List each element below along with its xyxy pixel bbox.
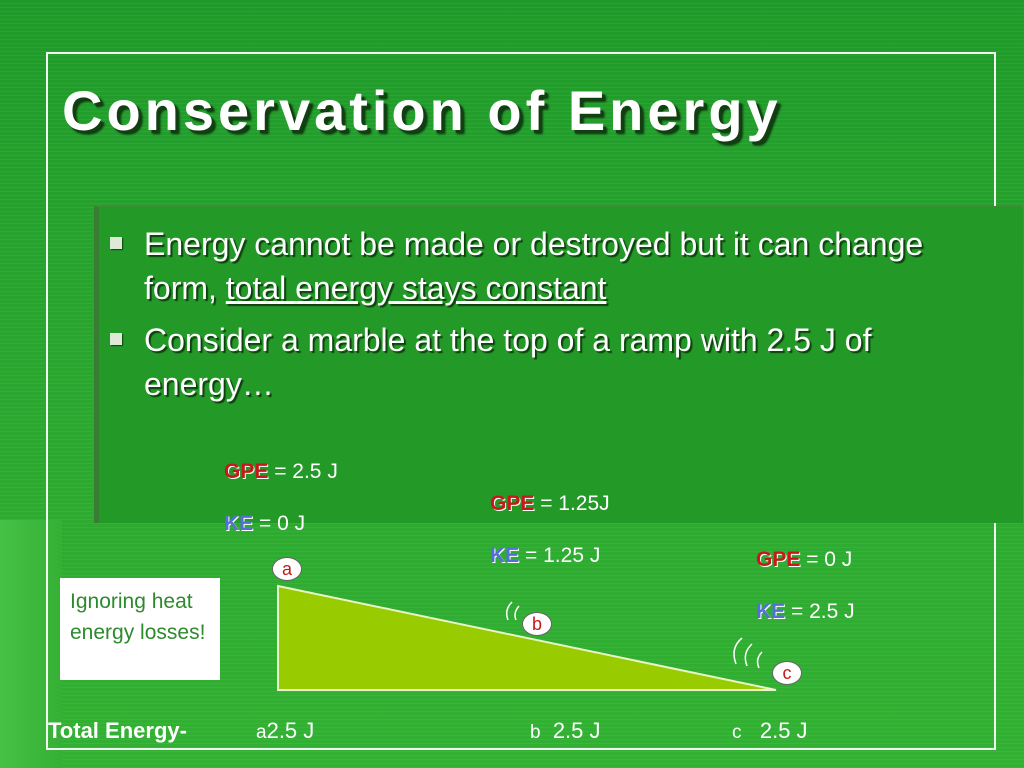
bullet-item-2: Consider a marble at the top of a ramp w… [104,318,1004,406]
bullet-square-icon [110,333,122,345]
ke-value: = 2.5 J [785,600,855,623]
bullet-list: Energy cannot be made or destroyed but i… [104,222,1004,414]
gpe-label: GPE [756,548,801,571]
ke-label: KE [756,600,786,623]
ke-label: KE [490,544,520,567]
motion-line-icon [505,601,513,621]
total-b-value: 2.5 J [552,718,601,743]
total-c-value: 2.5 J [759,718,808,743]
gpe-label: GPE [490,492,535,515]
point-c-ke: KE = 2.5 J [756,600,855,624]
motion-line-icon [756,651,763,669]
total-b: b 2.5 J [530,718,601,744]
heat-loss-note: Ignoring heat energy losses! [60,578,220,680]
ke-label: KE [224,512,254,535]
marker-a: a [272,557,302,581]
left-accent-band [0,520,62,768]
total-a-value: 2.5 J [266,718,315,743]
total-c: c 2.5 J [732,718,808,744]
gpe-label: GPE [224,460,269,483]
bullet-item-1: Energy cannot be made or destroyed but i… [104,222,1004,310]
bullet-1-text: Energy cannot be made or destroyed but i… [144,226,924,306]
motion-line-icon [744,643,753,667]
motion-line-icon [733,637,743,665]
ke-value: = 1.25 J [519,544,601,567]
slide-title: Conservation of Energy [62,79,782,142]
total-c-letter: c [732,722,742,743]
total-a-letter: a [256,722,267,743]
total-b-letter: b [530,722,541,743]
total-energy-label: Total Energy- [48,718,187,743]
bullet-1-underlined: total energy stays constant [225,270,607,306]
total-a: a2.5 J [256,718,314,744]
point-c-gpe: GPE = 0 J [756,548,852,572]
content-panel [94,206,1023,523]
gpe-value: = 2.5 J [268,460,338,483]
bullet-square-icon [110,237,122,249]
marker-b: b [522,612,552,636]
point-a-ke: KE = 0 J [224,512,305,536]
point-b-gpe: GPE = 1.25J [490,492,610,516]
motion-line-icon [514,605,520,621]
point-a-gpe: GPE = 2.5 J [224,460,338,484]
ke-value: = 0 J [253,512,306,535]
point-b-ke: KE = 1.25 J [490,544,600,568]
gpe-value: = 1.25J [534,492,610,515]
marker-c: c [772,661,802,685]
gpe-value: = 0 J [800,548,853,571]
bullet-2-text: Consider a marble at the top of a ramp w… [144,322,872,402]
ramp-triangle [277,584,777,691]
